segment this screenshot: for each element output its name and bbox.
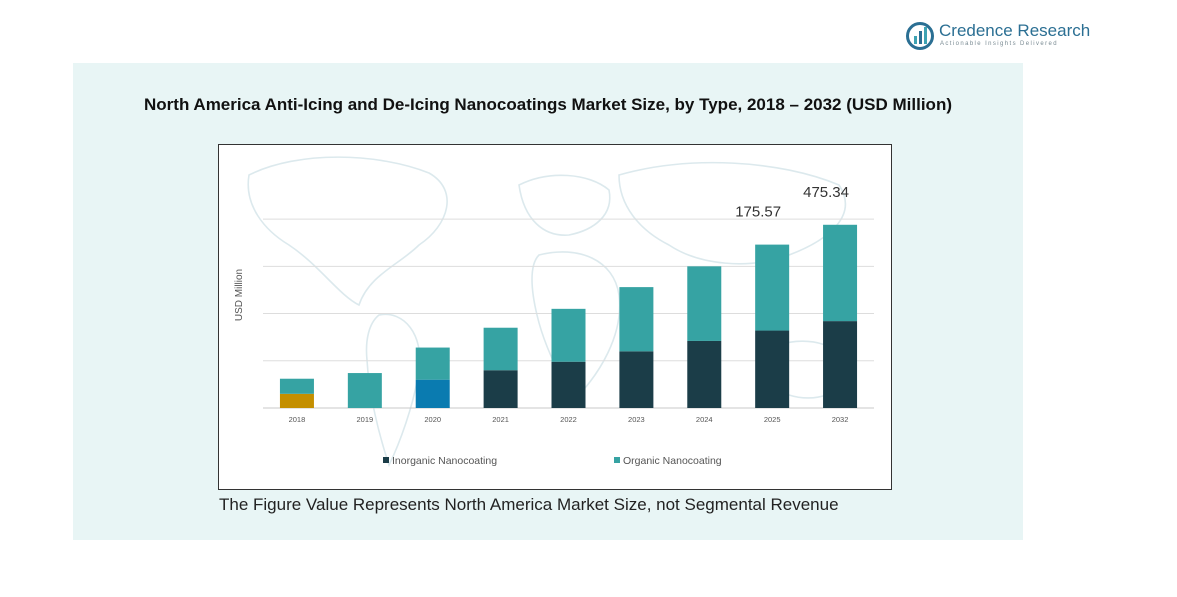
x-tick-label: 2032: [832, 415, 849, 424]
bar-inorganic-nanocoating-2018: [279, 393, 314, 408]
bar-inorganic-nanocoating-2032: [823, 321, 858, 408]
bar-inorganic-nanocoating-2024: [687, 340, 722, 408]
bar-inorganic-nanocoating-2021: [483, 370, 518, 408]
bar-inorganic-nanocoating-2025: [755, 330, 790, 408]
x-tick-label: 2021: [492, 415, 509, 424]
x-tick-label: 2025: [764, 415, 781, 424]
chart-title: North America Anti-Icing and De-Icing Na…: [144, 95, 952, 114]
bar-organic-nanocoating-2024: [687, 266, 722, 341]
x-axis-ticks: 2018 2019 2020 2021 2022 2023 2024 2025 2032: [289, 415, 849, 424]
x-tick-label: 2020: [424, 415, 441, 424]
data-label-2025: 175.57: [735, 204, 781, 221]
y-axis-label: USD Million: [234, 269, 245, 321]
x-tick-label: 2018: [289, 415, 306, 424]
bar-organic-nanocoating-2019: [347, 373, 382, 408]
bar-organic-nanocoating-2021: [483, 327, 518, 371]
bar-organic-nanocoating-2022: [551, 308, 586, 362]
bar-organic-nanocoating-2032: [823, 224, 858, 322]
bar-inorganic-nanocoating-2020: [415, 379, 450, 408]
bar-inorganic-nanocoating-2022: [551, 361, 586, 408]
legend-label: Inorganic Nanocoating: [392, 455, 497, 467]
bar-inorganic-nanocoating-2023: [619, 351, 654, 408]
chart-legend: Inorganic Nanocoating Organic Nanocoating: [383, 455, 722, 467]
chart-canvas: 2018 2019 2020 2021 2022 2023 2024 2025 2032 175…: [234, 156, 874, 468]
chart-footnote: The Figure Value Represents North Americ…: [219, 495, 839, 514]
chart-bars: [279, 224, 858, 408]
x-tick-label: 2024: [696, 415, 713, 424]
bar-organic-nanocoating-2025: [755, 244, 790, 331]
bar-chart-icon: [906, 22, 934, 50]
x-tick-label: 2019: [356, 415, 373, 424]
legend-swatch: [383, 457, 389, 463]
x-tick-label: 2023: [628, 415, 645, 424]
data-labels: 175.57 475.34: [735, 184, 849, 221]
legend-swatch: [614, 457, 620, 463]
brand-logo: Credence Research Actionable Insights De…: [906, 20, 1096, 52]
x-tick-label: 2022: [560, 415, 577, 424]
bar-organic-nanocoating-2023: [619, 287, 654, 352]
chart-frame: 2018 2019 2020 2021 2022 2023 2024 2025 2032 175…: [218, 144, 892, 490]
brand-tagline: Actionable Insights Delivered: [940, 41, 1058, 47]
brand-name: Credence Research: [939, 21, 1091, 40]
bar-organic-nanocoating-2018: [279, 378, 314, 394]
data-label-2032: 475.34: [803, 184, 849, 201]
legend-label: Organic Nanocoating: [623, 455, 722, 467]
bar-organic-nanocoating-2020: [415, 347, 450, 380]
